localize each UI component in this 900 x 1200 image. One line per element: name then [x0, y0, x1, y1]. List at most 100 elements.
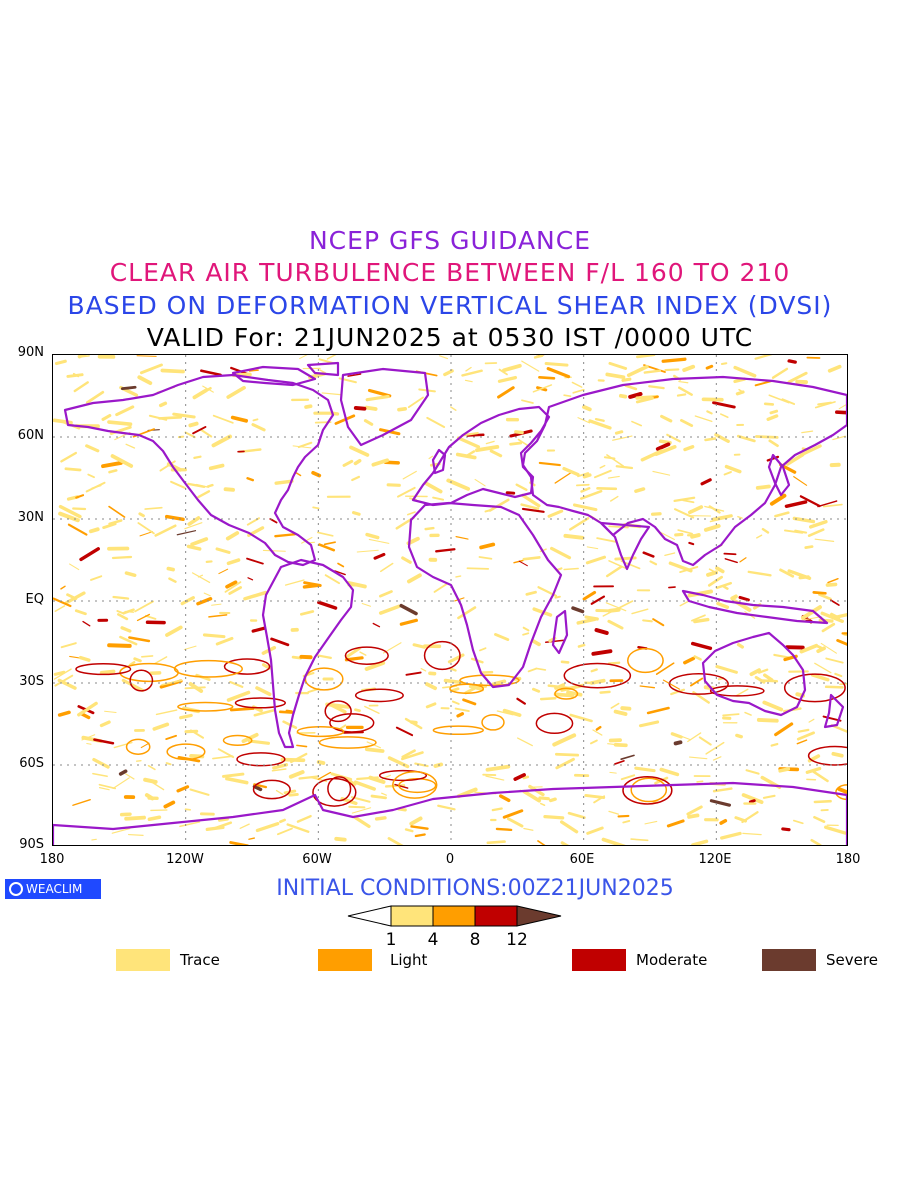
turbulence-swirl: [423, 640, 461, 671]
turbulence-streak: [608, 525, 629, 529]
turbulence-streak: [673, 732, 692, 741]
turbulence-streak: [484, 509, 491, 513]
colorbar-cell-trace: [390, 905, 434, 927]
turbulence-streak: [251, 626, 266, 633]
turbulence-streak: [787, 359, 797, 364]
turbulence-streak: [64, 467, 82, 472]
turbulence-streak: [292, 445, 312, 449]
turbulence-streak: [773, 653, 791, 659]
turbulence-streak: [450, 406, 457, 411]
turbulence-streak: [618, 393, 628, 399]
lat-label-60s: 60S: [19, 756, 44, 771]
turbulence-streak: [586, 826, 604, 835]
turbulence-streak: [152, 722, 170, 731]
turbulence-streak: [138, 512, 145, 518]
turbulence-streak: [609, 495, 619, 502]
turbulence-streak: [101, 413, 112, 421]
turbulence-streak: [91, 838, 97, 841]
turbulence-streak: [518, 560, 528, 567]
turbulence-streak: [347, 373, 362, 377]
turbulence-streak: [593, 795, 606, 804]
turbulence-swirl: [432, 725, 484, 736]
turbulence-streak: [673, 496, 696, 503]
turbulence-streak: [814, 401, 836, 409]
turbulence-swirl: [234, 697, 286, 709]
turbulence-streak: [395, 726, 414, 737]
turbulence-streak: [712, 756, 722, 761]
turbulence-streak: [666, 819, 685, 828]
colorbar-cell-light: [432, 905, 476, 927]
turbulence-streak: [595, 725, 602, 731]
turbulence-streak: [290, 752, 308, 764]
turbulence-streak: [225, 531, 240, 541]
turbulence-streak: [614, 760, 625, 765]
turbulence-streak: [719, 818, 728, 825]
turbulence-streak: [372, 622, 381, 628]
turbulence-streak: [224, 581, 242, 593]
turbulence-streak: [638, 720, 660, 728]
turbulence-streak: [735, 733, 743, 739]
turbulence-streak: [239, 823, 250, 829]
turbulence-streak: [825, 657, 844, 664]
turbulence-streak: [218, 568, 229, 575]
turbulence-streak: [93, 738, 115, 745]
turbulence-swirl: [129, 669, 154, 692]
turbulence-swirl: [252, 779, 291, 800]
turbulence-streak: [834, 672, 843, 678]
turbulence-streak: [414, 833, 426, 838]
turbulence-streak: [165, 734, 177, 741]
turbulence-streak: [666, 433, 681, 443]
turbulence-streak: [276, 827, 293, 836]
turbulence-streak: [522, 632, 530, 636]
turbulence-streak: [516, 697, 526, 705]
turbulence-streak: [594, 628, 609, 635]
turbulence-streak: [723, 471, 732, 476]
turbulence-streak: [197, 490, 211, 499]
turbulence-streak: [485, 440, 495, 445]
turbulence-streak: [464, 379, 473, 383]
turbulence-streak: [655, 442, 671, 451]
turbulence-streak: [698, 736, 712, 746]
turbulence-streak: [830, 724, 847, 733]
turbulence-streak: [620, 754, 635, 760]
turbulence-streak: [683, 656, 696, 665]
turbulence-streak: [818, 618, 834, 623]
turbulence-streak: [613, 709, 628, 716]
turbulence-streak: [349, 445, 370, 457]
turbulence-streak: [172, 412, 196, 419]
turbulence-streak: [184, 686, 206, 690]
turbulence-streak: [608, 361, 628, 370]
turbulence-streak: [745, 769, 760, 775]
turbulence-streak: [351, 475, 361, 482]
turbulence-streak: [193, 455, 202, 459]
turbulence-streak: [394, 783, 409, 789]
turbulence-streak: [734, 816, 748, 823]
turbulence-streak: [299, 610, 315, 616]
turbulence-swirl: [481, 714, 505, 731]
turbulence-streak: [768, 439, 779, 448]
turbulence-streak: [133, 657, 142, 663]
turbulence-streak: [90, 575, 103, 581]
turbulence-streak: [147, 815, 162, 822]
turbulence-streak: [187, 516, 201, 526]
turbulence-streak: [631, 608, 649, 615]
turbulence-streak: [654, 776, 669, 785]
turbulence-streak: [365, 532, 380, 540]
turbulence-streak: [491, 807, 503, 812]
turbulence-streak: [251, 423, 266, 432]
turbulence-streak: [796, 731, 815, 741]
turbulence-streak: [820, 611, 844, 623]
turbulence-streak: [567, 811, 586, 819]
turbulence-streak: [798, 575, 810, 580]
turbulence-streak: [462, 698, 477, 706]
turbulence-streak: [317, 654, 332, 659]
turbulence-streak: [654, 445, 677, 456]
turbulence-streak: [722, 585, 729, 590]
turbulence-streak: [73, 381, 89, 393]
legend-swatch-light: [318, 949, 372, 971]
turbulence-streak: [364, 405, 378, 411]
turbulence-streak: [108, 469, 118, 474]
turbulence-streak: [736, 642, 745, 649]
colorbar-tick-1: 1: [385, 930, 397, 950]
turbulence-streak: [211, 603, 222, 606]
